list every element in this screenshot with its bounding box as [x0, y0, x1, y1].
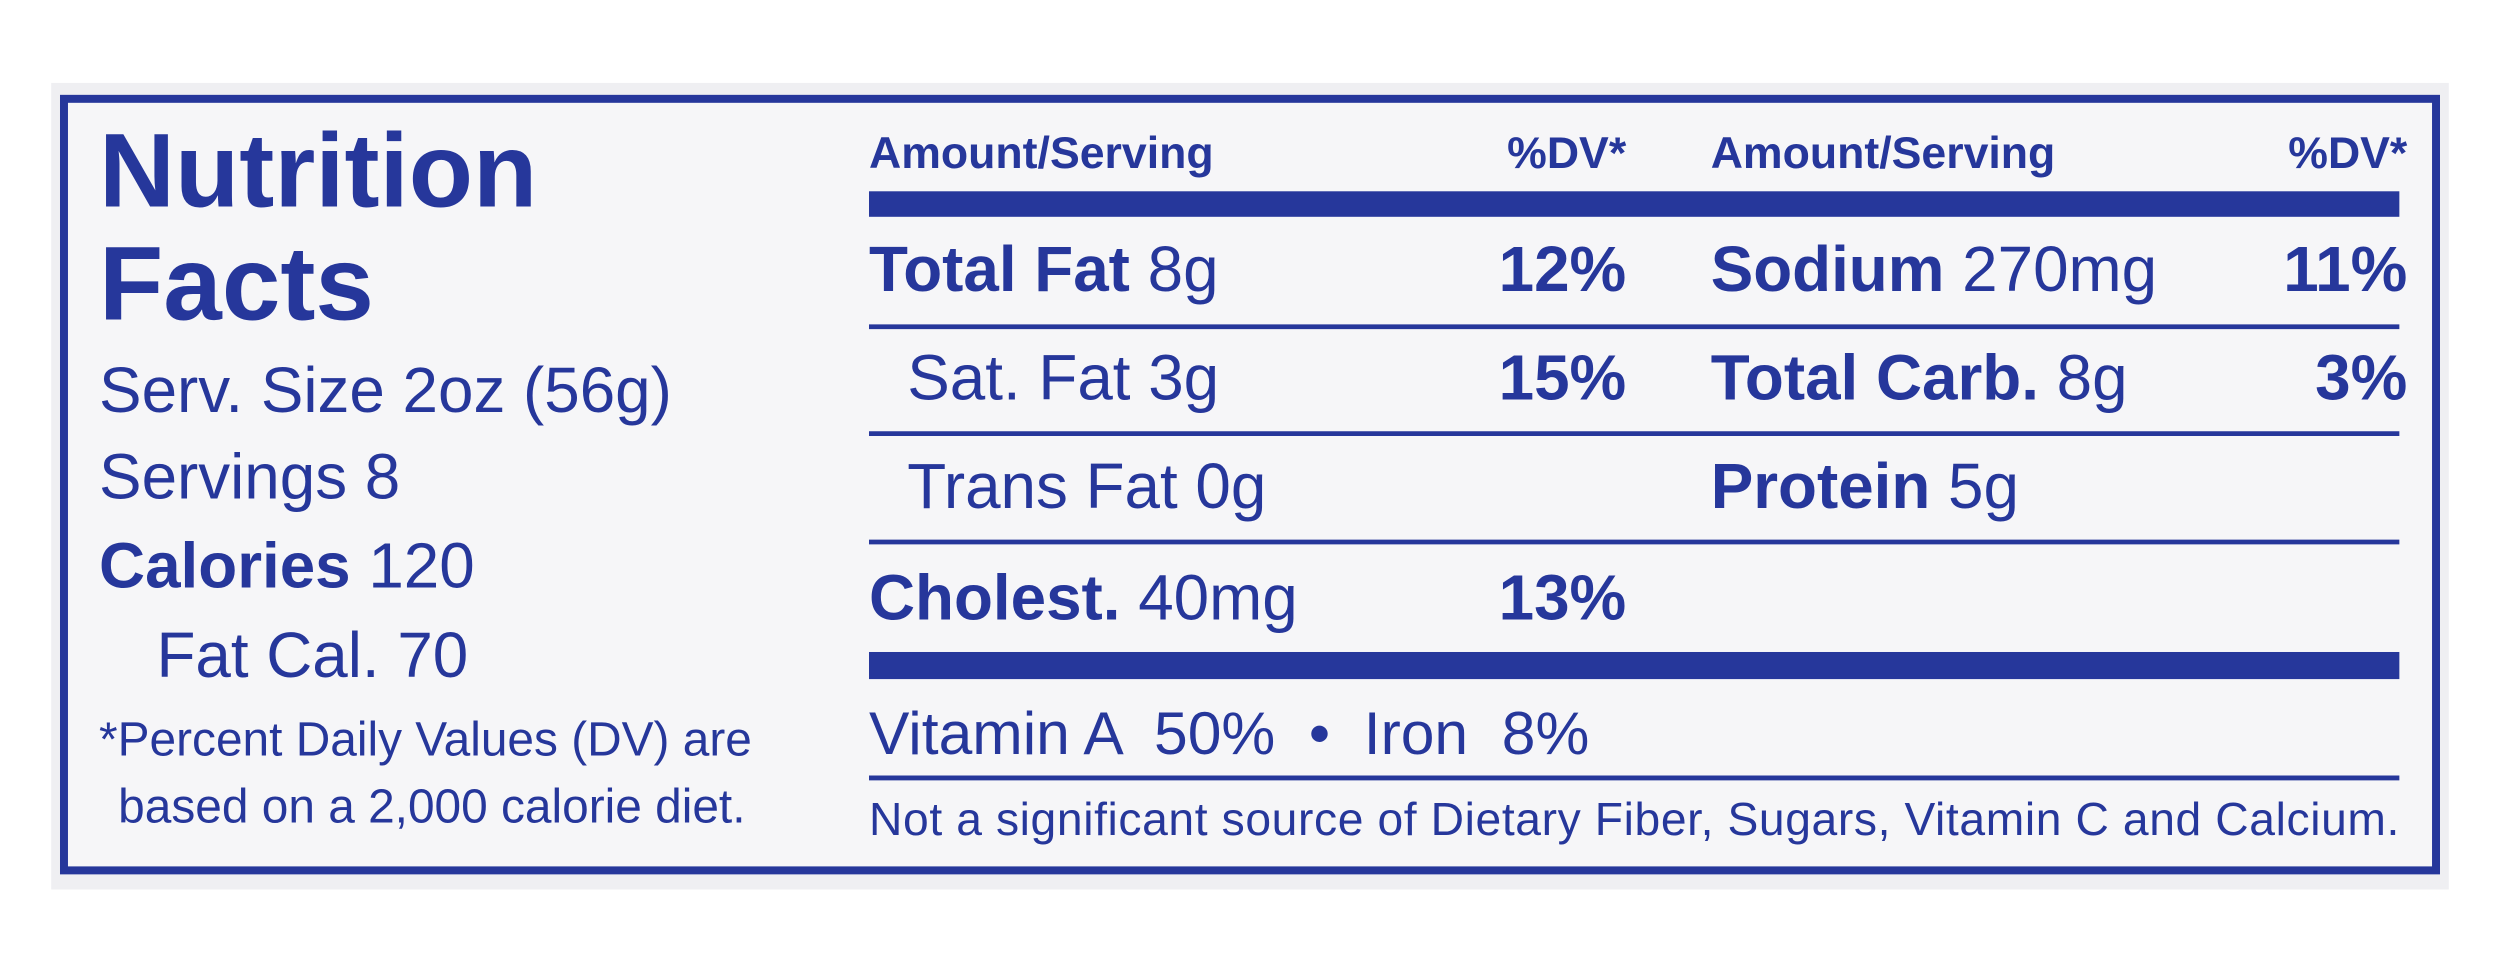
serving-size: Serv. Size 2oz (56g) [99, 354, 672, 426]
title-line: Nutrition [99, 112, 537, 229]
note: Not a significant source of Dietary Fibe… [869, 793, 2399, 845]
calories-label: Calories [99, 530, 351, 602]
nutrient-label: Total Carb. [1711, 341, 2039, 413]
nutrient-label: Total Fat [869, 233, 1130, 305]
thick-rule [869, 651, 2400, 680]
nutrient-row: Cholest. 40mg [869, 561, 1298, 633]
nutrient-amount: 5g [1948, 450, 2019, 522]
header-dv: %DV* [1507, 129, 1627, 178]
nutrient-row: Sat. Fat 3g [907, 341, 1219, 413]
nutrient-row: Total Fat 8g [869, 233, 1219, 305]
nutrient-label: Trans Fat [907, 450, 1178, 522]
nutrient-amount: 0g [1195, 450, 1266, 522]
nutrient-dv: 12% [1499, 233, 1627, 305]
label-border [59, 94, 2441, 875]
nutrient-label: Sodium [1711, 233, 1945, 305]
nutrient-row: Sodium 270mg [1711, 233, 2157, 305]
nutrient-dv: 13% [1499, 561, 1627, 633]
header-dv: %DV* [2288, 129, 2408, 178]
nutrient-row: Total Carb. 8g [1711, 341, 2128, 413]
thick-rule [869, 191, 2400, 217]
nutrient-dv: 11% [2283, 233, 2407, 305]
header-amount: Amount/Serving [869, 129, 1214, 178]
nutrient-amount: 8g [2057, 341, 2128, 413]
title-line: Facts [99, 226, 374, 343]
servings: Servings 8 [99, 440, 400, 512]
nutrient-row: Trans Fat 0g [907, 450, 1266, 522]
nutrient-amount: 40mg [1138, 561, 1297, 633]
nutrient-dv: 3% [2315, 341, 2407, 413]
nutrient-row: Protein 5g [1711, 450, 2019, 522]
nutrient-amount: 3g [1148, 341, 1219, 413]
footnote-line: based on a 2,000 calorie diet. [118, 780, 745, 833]
nutrient-label: Protein [1711, 450, 1931, 522]
nutrient-dv: 15% [1499, 341, 1627, 413]
footnote-line: *Percent Daily Values (DV) are [99, 713, 752, 766]
calories: Calories 120 [99, 530, 475, 602]
vitamins: Vitamin A 50% • Iron 8% [869, 699, 1589, 767]
calories-value: 120 [368, 530, 474, 602]
nutrient-label: Sat. Fat [907, 341, 1131, 413]
header-amount: Amount/Serving [1711, 129, 2056, 178]
nutrient-label: Cholest. [869, 561, 1120, 633]
nutrient-amount: 270mg [1962, 233, 2157, 305]
fat-calories: Fat Cal. 70 [156, 619, 468, 691]
nutrient-amount: 8g [1148, 233, 1219, 305]
